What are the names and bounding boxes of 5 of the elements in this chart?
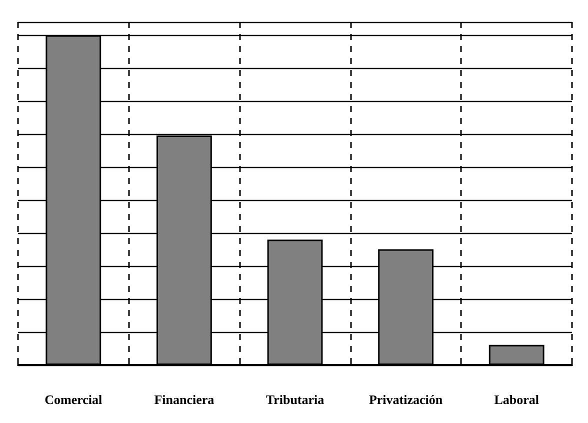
x-tick-label: Laboral xyxy=(494,392,540,407)
x-tick-label: Financiera xyxy=(154,392,215,407)
x-tick-label: Tributaria xyxy=(266,392,325,407)
x-tick-label: Privatización xyxy=(368,392,444,407)
x-tick-label: Comercial xyxy=(44,392,103,407)
